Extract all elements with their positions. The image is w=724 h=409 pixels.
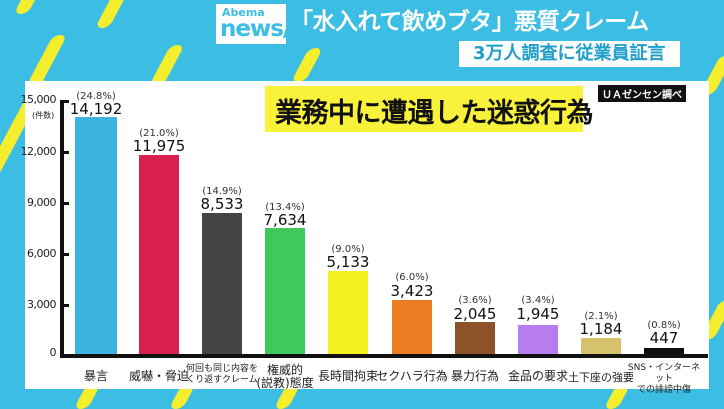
y-tick-label: 12,000 bbox=[20, 145, 57, 158]
bar-5 bbox=[328, 271, 368, 354]
stripe bbox=[26, 35, 68, 85]
stripe bbox=[94, 0, 130, 28]
y-tick bbox=[60, 100, 69, 103]
headline: 「水入れて飲めブタ」悪質クレーム bbox=[290, 9, 649, 35]
chart-title-box bbox=[265, 86, 583, 132]
subheadline: 3万人調査に従業員証言 bbox=[459, 41, 680, 67]
bar-9-label: 土下座の強要 bbox=[568, 371, 634, 384]
bar-1-value: 14,192 bbox=[69, 100, 123, 118]
bar-9-value: 1,184 bbox=[579, 320, 623, 338]
bar-8-label: 金品の要求 bbox=[507, 369, 568, 383]
logo-top: Abema bbox=[222, 6, 265, 19]
y-tick-label: 6,000 bbox=[27, 247, 57, 260]
stripe bbox=[290, 48, 324, 82]
bar-4-pct: (13.4%) bbox=[265, 202, 305, 213]
logo-bottom: news/ bbox=[220, 16, 291, 42]
bar-6-value: 3,423 bbox=[390, 282, 434, 300]
bar-5-pct: (9.0%) bbox=[331, 244, 365, 255]
y-tick-label: 0 bbox=[49, 346, 57, 359]
bar-4-value: 7,634 bbox=[263, 211, 307, 229]
bar-7 bbox=[455, 322, 495, 354]
bar-7-value: 2,045 bbox=[453, 305, 497, 323]
y-tick bbox=[60, 202, 69, 205]
y-axis bbox=[60, 100, 64, 358]
stripe bbox=[13, 0, 41, 14]
bar-3-pct: (14.9%) bbox=[202, 186, 242, 197]
x-axis bbox=[60, 354, 708, 358]
y-unit-label: (件数) bbox=[32, 111, 55, 120]
bar-10-value: 447 bbox=[649, 329, 679, 347]
bar-3-label: 何回も同じ内容を くり返すクレーム bbox=[185, 364, 258, 385]
bar-1 bbox=[75, 117, 117, 354]
bar-3 bbox=[202, 213, 242, 354]
bar-6-label: セクハラ行為 bbox=[376, 369, 448, 383]
source-label: ＵＡゼンセン調べ bbox=[598, 85, 686, 102]
bar-5-label: 長時間拘束 bbox=[317, 369, 378, 383]
bar-4-label: 権威的 (説教)態度 bbox=[256, 363, 314, 390]
bar-1-label: 暴言 bbox=[83, 369, 108, 383]
bar-2-pct: (21.0%) bbox=[139, 128, 179, 139]
y-tick bbox=[60, 253, 69, 256]
bar-2-value: 11,975 bbox=[132, 137, 186, 155]
bar-6-pct: (6.0%) bbox=[395, 272, 429, 283]
bar-2-label: 威嚇・脅迫 bbox=[128, 369, 189, 383]
abema-news-logo: Abema news/ bbox=[216, 4, 291, 44]
bar-4 bbox=[265, 228, 305, 354]
chart-title: 業務中に遭遇した迷惑行為 bbox=[275, 98, 594, 129]
bar-7-label: 暴力行為 bbox=[450, 369, 499, 383]
bar-8 bbox=[518, 325, 558, 354]
bar-6 bbox=[392, 300, 432, 354]
bar-10 bbox=[644, 348, 684, 354]
y-tick bbox=[60, 304, 69, 307]
y-tick bbox=[60, 151, 69, 154]
y-tick-label: 3,000 bbox=[27, 298, 57, 311]
bar-2 bbox=[139, 155, 179, 354]
bar-8-pct: (3.4%) bbox=[521, 295, 555, 306]
bar-10-pct: (0.8%) bbox=[647, 320, 681, 331]
bar-9 bbox=[581, 338, 621, 354]
bar-10-label: SNS・インターネット での誹謗中傷 bbox=[627, 363, 701, 395]
stripe bbox=[149, 45, 185, 85]
y-tick-label: 15,000 bbox=[20, 93, 57, 106]
bar-7-pct: (3.6%) bbox=[458, 295, 492, 306]
bar-5-value: 5,133 bbox=[326, 253, 370, 271]
bar-1-pct: (24.8%) bbox=[76, 91, 116, 102]
y-tick-label: 9,000 bbox=[27, 196, 57, 209]
bar-3-value: 8,533 bbox=[200, 195, 244, 213]
bar-8-value: 1,945 bbox=[516, 305, 560, 323]
bar-9-pct: (2.1%) bbox=[584, 311, 618, 322]
